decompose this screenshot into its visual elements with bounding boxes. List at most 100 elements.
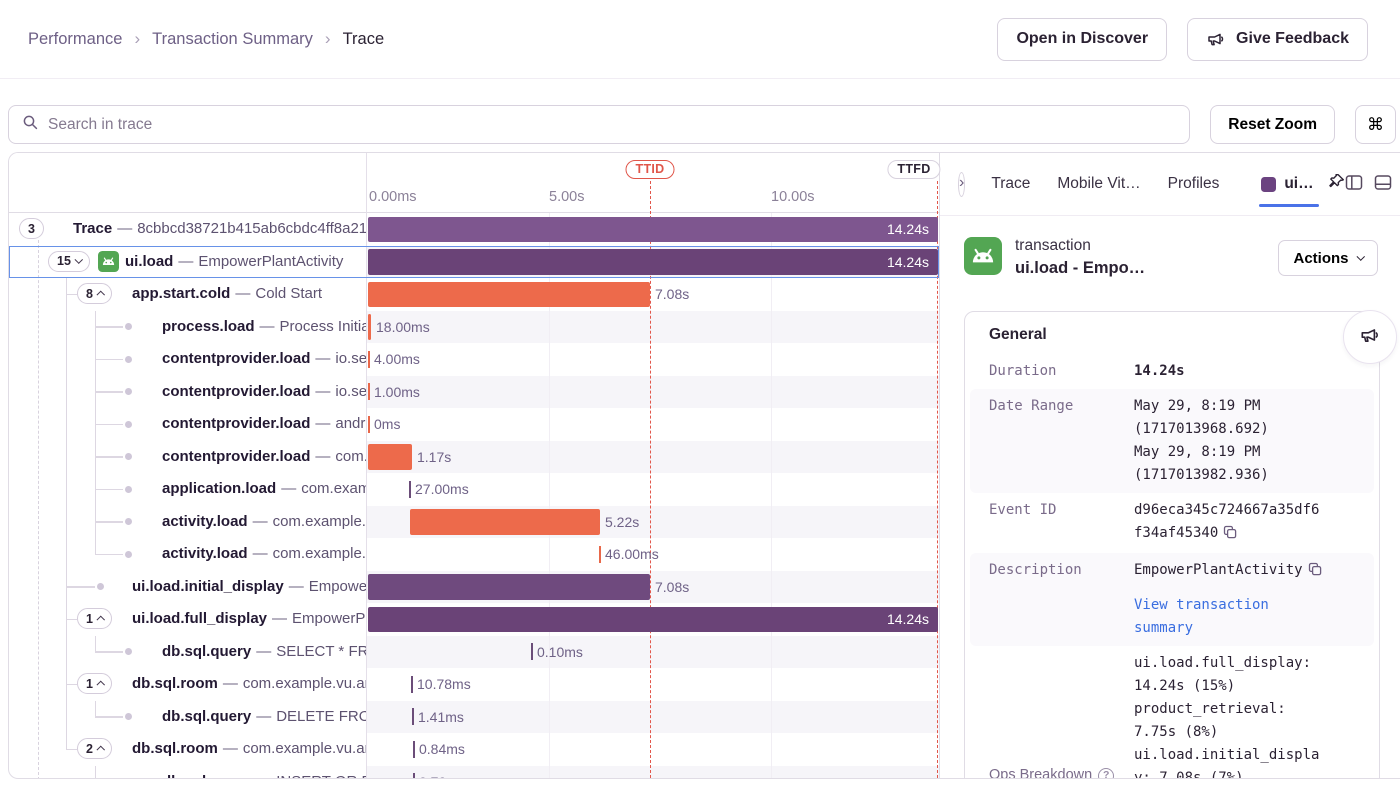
span-count-pill[interactable]: 1: [77, 673, 113, 694]
trace-row-Trace[interactable]: 3Trace—8cbbcd38721b415ab6cbdc4ff8a21c3e5…: [9, 213, 939, 246]
tab-trace[interactable]: Trace: [991, 175, 1031, 192]
span-duration-tick[interactable]: [409, 480, 411, 498]
span-label: db.sql.query — INSERT OR REPLACE INTO prod…: [9, 766, 366, 779]
span-duration-tick[interactable]: [531, 643, 533, 660]
span-duration-bar[interactable]: [368, 249, 938, 275]
span-duration-bar[interactable]: [410, 509, 600, 535]
drawer-tabs: Trace Mobile Vit… Profiles: [991, 175, 1246, 193]
span-op: db.sql.query: [162, 642, 252, 660]
trace-row-contentprovider.load[interactable]: contentprovider.load—com.example.vu.andr…: [9, 440, 939, 473]
label-separator: —: [222, 675, 238, 692]
label-separator: —: [315, 382, 331, 400]
row-waterfall-bg: [366, 310, 939, 343]
span-count-pill[interactable]: 1: [77, 608, 113, 629]
breadcrumb-transaction-summary[interactable]: Transaction Summary: [152, 29, 313, 48]
span-duration-tick[interactable]: [368, 383, 370, 400]
trace-row-db.sql.room[interactable]: 2db.sql.room—com.example.vu.android.data…: [9, 733, 939, 766]
trace-row-contentprovider.load[interactable]: contentprovider.load—androidx.startup.In…: [9, 408, 939, 441]
trace-row-contentprovider.load[interactable]: contentprovider.load—io.sentry.android.c…: [9, 343, 939, 376]
span-duration-bar[interactable]: [368, 314, 371, 340]
span-duration-tick[interactable]: [413, 740, 415, 758]
span-leaf-dot-icon: [125, 323, 132, 331]
span-label: ui.load — EmpowerPlantActivity: [9, 246, 366, 279]
span-duration-tick[interactable]: [413, 773, 415, 778]
trace-row-db.sql.room[interactable]: 1db.sql.room—com.example.vu.android.data…: [9, 668, 939, 701]
span-duration-label: 1.00ms: [374, 383, 420, 400]
tree-waterfall-divider[interactable]: [366, 153, 367, 778]
label-separator: —: [315, 447, 331, 465]
give-feedback-button[interactable]: Give Feedback: [1187, 17, 1368, 61]
copy-icon[interactable]: [1308, 561, 1322, 584]
actions-label: Actions: [1293, 249, 1349, 267]
open-in-discover-button[interactable]: Open in Discover: [997, 17, 1168, 61]
pin-icon[interactable]: [1328, 173, 1345, 195]
span-duration-tick[interactable]: [368, 350, 370, 368]
span-duration-label: 5.22s: [605, 513, 640, 530]
tab-mobile-vit-[interactable]: Mobile Vit…: [1057, 175, 1141, 192]
ops-entry: product_retrieval: 7.75s (8%): [1134, 701, 1286, 740]
span-leaf-dot-icon: [97, 583, 104, 591]
trace-row-app.start.cold[interactable]: 8 app.start.cold — Cold Start 7.08s: [9, 278, 939, 311]
span-duration-label: 14.24s: [886, 611, 929, 627]
span-duration-label: 0.70: [419, 766, 446, 779]
span-count-pill[interactable]: 3: [19, 218, 44, 239]
actions-button[interactable]: Actions: [1278, 240, 1378, 277]
span-label: Trace—8cbbcd38721b415ab6cbdc4ff8a21c3e5: [9, 213, 366, 246]
label-separator: —: [315, 415, 331, 432]
layout-bottom-panel-icon[interactable]: [1374, 174, 1392, 195]
span-duration-label: 1.41ms: [418, 708, 464, 725]
trace-row-contentprovider.load[interactable]: contentprovider.load—io.sentry.android.c…: [9, 375, 939, 408]
span-op: db.sql.query: [162, 773, 251, 779]
span-duration-tick[interactable]: [368, 415, 370, 433]
ttid-badge[interactable]: TTID: [625, 160, 675, 179]
span-duration-tick[interactable]: [412, 708, 414, 725]
transaction-kind-label: transaction: [1015, 237, 1091, 254]
command-shortcut-button[interactable]: ⌘: [1355, 105, 1396, 144]
span-leaf-dot-icon: [125, 648, 132, 656]
trace-row-db.sql.query[interactable]: db.sql.query—SELECT * FROM products 0.10m…: [9, 635, 939, 668]
trace-view: 0.00ms 5.00s 10.00s TTID TTFD 3 Trace —8cbbcd3…: [8, 152, 1400, 779]
trace-row-db.sql.query[interactable]: db.sql.query—DELETE FROM cart 1.41ms: [9, 700, 939, 733]
breadcrumb-performance[interactable]: Performance: [28, 29, 123, 48]
span-duration-bar[interactable]: [368, 216, 938, 242]
trace-row-application.load[interactable]: application.load—com.example.vu.android.…: [9, 473, 939, 506]
tab-active-span[interactable]: ui…: [1259, 173, 1345, 207]
span-duration-bar[interactable]: [368, 606, 938, 632]
span-duration-label: 0.84ms: [419, 741, 465, 757]
span-count-pill[interactable]: 2: [77, 738, 113, 759]
trace-row-activity.load[interactable]: activity.load—com.example.vu.android.Emp…: [9, 538, 939, 571]
span-op: ui.load: [125, 252, 174, 270]
span-count-pill[interactable]: 8: [77, 283, 113, 304]
view-transaction-summary-link[interactable]: View transaction summary: [1134, 597, 1269, 636]
span-duration-bar[interactable]: [368, 574, 650, 600]
search-input[interactable]: Search in trace: [8, 105, 1191, 144]
span-duration-tick[interactable]: [599, 545, 601, 563]
trace-row-activity.load[interactable]: activity.load—com.example.vu.android.Mai…: [9, 505, 939, 538]
give-feedback-label: Give Feedback: [1236, 30, 1349, 47]
span-op: app.start.cold: [132, 285, 231, 302]
label-separator: —: [281, 480, 297, 497]
span-duration-tick[interactable]: [411, 675, 413, 693]
span-description: Cold Start: [255, 285, 323, 302]
trace-row-process.load[interactable]: process.load—Process Initialization 18.00…: [9, 310, 939, 343]
span-op: process.load: [162, 317, 255, 335]
span-description: com.example.vu.android.MainActivity: [272, 512, 366, 530]
layout-left-panel-icon[interactable]: [1345, 174, 1363, 195]
ttfd-badge[interactable]: TTFD: [887, 160, 941, 179]
trace-row-db.sql.query[interactable]: db.sql.query — INSERT OR REPLACE INTO prod…: [9, 765, 939, 779]
span-duration-label: 0ms: [374, 416, 401, 432]
label-separator: —: [235, 285, 251, 302]
feedback-floating-button[interactable]: [1343, 310, 1397, 364]
span-count-pill[interactable]: 15: [48, 250, 91, 272]
collapse-panel-icon[interactable]: ›: [958, 171, 966, 197]
description-label: Description: [989, 562, 1082, 578]
copy-icon[interactable]: [1223, 524, 1237, 547]
reset-zoom-button[interactable]: Reset Zoom: [1210, 105, 1335, 144]
span-duration-bar[interactable]: [368, 444, 412, 470]
tab-profiles[interactable]: Profiles: [1167, 175, 1220, 192]
help-icon[interactable]: ?: [1098, 767, 1115, 778]
span-duration-bar[interactable]: [368, 281, 650, 307]
trace-row-ui.load.full_display[interactable]: 1ui.load.full_display—EmpowerPlantActivi…: [9, 603, 939, 636]
trace-row-ui.load[interactable]: 15 ui.load — EmpowerPlantActivity 14.24s: [9, 245, 939, 279]
trace-row-ui.load.initial_display[interactable]: ui.load.initial_display—EmpowerPlantActi…: [9, 570, 939, 603]
